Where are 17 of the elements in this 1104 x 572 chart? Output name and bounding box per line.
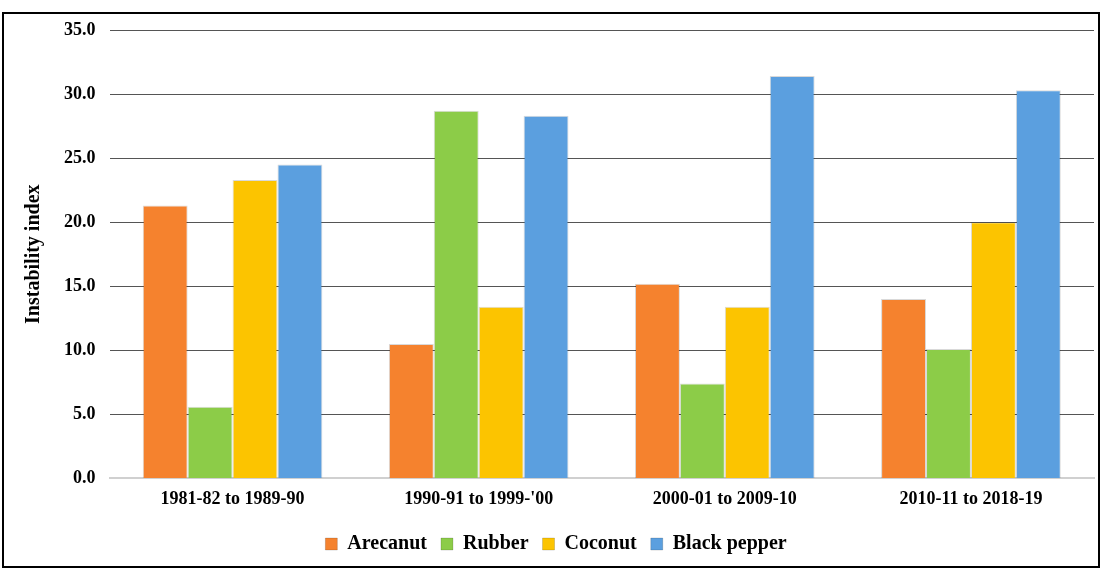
y-tick-label: 0.0 xyxy=(73,467,96,488)
y-tick-label: 10.0 xyxy=(64,338,96,359)
x-tick-label: 1990-91 to 1999-'00 xyxy=(404,487,554,508)
y-tick-label: 15.0 xyxy=(64,274,96,295)
y-tick-label: 25.0 xyxy=(64,146,96,167)
y-tick-label: 5.0 xyxy=(73,403,96,423)
x-tick-label: 2000-01 to 2009-10 xyxy=(652,487,797,508)
y-axis-title: Instability index xyxy=(21,184,45,324)
y-tick-label: 35.0 xyxy=(64,18,96,39)
legend-label: Rubber xyxy=(462,531,529,554)
x-tick-label: 1981-82 to 1989-90 xyxy=(160,487,305,508)
legend-label: Coconut xyxy=(564,531,638,554)
y-tick-label: 20.0 xyxy=(64,210,96,231)
y-tick-label: 30.0 xyxy=(64,82,96,103)
legend-label: Arecanut xyxy=(347,531,428,554)
x-tick-label: 2010-11 to 2018-19 xyxy=(899,487,1043,508)
legend-label: Black pepper xyxy=(672,531,787,555)
